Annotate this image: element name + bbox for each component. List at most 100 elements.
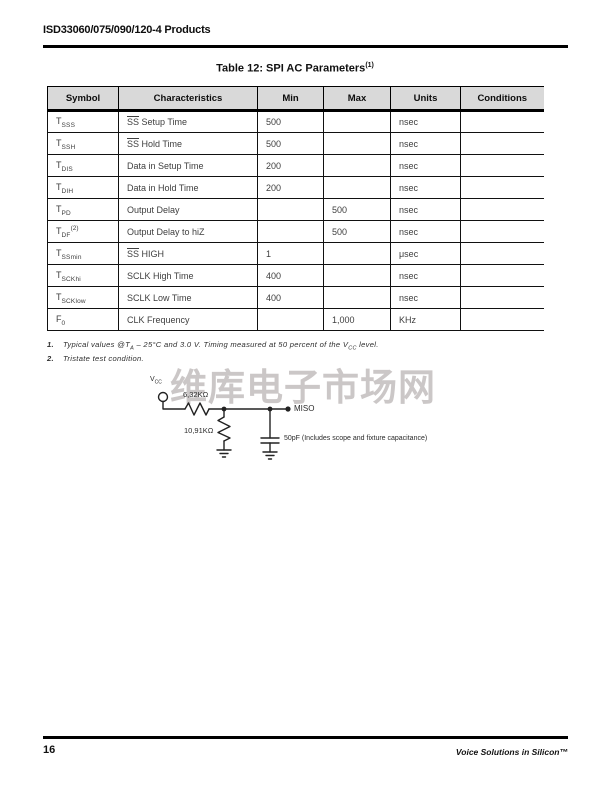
miso-node-dot — [285, 406, 291, 412]
conditions-cell — [460, 264, 544, 287]
header-rule — [43, 45, 568, 48]
footer-brand-text: Voice Solutions in Silicon™ — [455, 747, 568, 757]
max-cell — [323, 176, 391, 199]
units-cell: nsec — [390, 220, 461, 243]
table-row: TSSS SS Setup Time 500 nsec — [47, 110, 544, 133]
wire — [162, 400, 186, 410]
min-cell: 1 — [257, 242, 324, 265]
max-cell — [323, 132, 391, 155]
table-row: TSCKlow SCLK Low Time 400 nsec — [47, 286, 544, 309]
units-cell: KHz — [390, 308, 461, 331]
characteristics-cell: CLK Frequency — [118, 308, 258, 331]
min-cell: 200 — [257, 154, 324, 177]
table-title: Table 12: SPI AC Parameters(1) — [47, 62, 543, 75]
page-title: ISD33060/075/090/120-4 Products — [43, 24, 211, 36]
min-cell — [257, 220, 324, 243]
units-cell: nsec — [390, 264, 461, 287]
symbol-cell: F0 — [47, 308, 119, 331]
max-cell — [323, 264, 391, 287]
conditions-cell — [460, 286, 544, 309]
min-cell: 400 — [257, 264, 324, 287]
watermark-text: 维库电子市场网 — [170, 367, 436, 408]
symbol-cell: TSSH — [47, 132, 119, 155]
characteristics-cell: Data in Hold Time — [118, 176, 258, 199]
characteristics-cell: SCLK Low Time — [118, 286, 258, 309]
col-header-symbol: Symbol — [47, 86, 119, 112]
col-header-max: Max — [323, 86, 391, 112]
max-cell — [323, 242, 391, 265]
characteristics-cell: Output Delay to hiZ — [118, 220, 258, 243]
max-cell — [323, 154, 391, 177]
table-row: TDF(2) Output Delay to hiZ 500 nsec — [47, 220, 544, 243]
footnote-number: 2. — [47, 354, 54, 363]
symbol-cell: TSSmin — [47, 242, 119, 265]
symbol-cell: TSCKlow — [47, 286, 119, 309]
units-cell: nsec — [390, 198, 461, 221]
resistor-symbol — [217, 416, 231, 442]
table-header-row: Symbol Characteristics Min Max Units Con… — [47, 86, 544, 112]
min-cell — [257, 308, 324, 331]
footnote-2: 2. Tristate test condition. — [47, 354, 144, 363]
conditions-cell — [460, 220, 544, 243]
conditions-cell — [460, 242, 544, 265]
table-title-footnote-ref: (1) — [365, 62, 374, 69]
spi-test-circuit-diagram — [157, 391, 291, 460]
col-header-characteristics: Characteristics — [118, 86, 258, 112]
resistor-symbol — [184, 402, 210, 416]
table-row: TDIH Data in Hold Time 200 nsec — [47, 176, 544, 199]
col-header-conditions: Conditions — [460, 86, 544, 112]
units-cell: nsec — [390, 132, 461, 155]
page-number: 16 — [43, 744, 56, 756]
ground-symbol — [262, 451, 278, 460]
min-cell: 500 — [257, 110, 324, 133]
conditions-cell — [460, 176, 544, 199]
vcc-terminal-icon — [157, 391, 169, 403]
spi-ac-parameters-table: Symbol Characteristics Min Max Units Con… — [47, 86, 544, 331]
conditions-cell — [460, 154, 544, 177]
table-title-text: Table 12: SPI AC Parameters — [216, 62, 366, 75]
conditions-cell — [460, 198, 544, 221]
table-row: F0 CLK Frequency 1,000 KHz — [47, 308, 544, 331]
resistor-1-value-label: 6,32KΩ — [183, 390, 209, 399]
conditions-cell — [460, 110, 544, 133]
max-cell: 500 — [323, 198, 391, 221]
max-cell — [323, 286, 391, 309]
characteristics-cell: SCLK High Time — [118, 264, 258, 287]
table-row: TDIS Data in Setup Time 200 nsec — [47, 154, 544, 177]
characteristics-cell: SS Setup Time — [118, 110, 258, 133]
characteristics-cell: SS HIGH — [118, 242, 258, 265]
col-header-min: Min — [257, 86, 324, 112]
table-row: TPD Output Delay 500 nsec — [47, 198, 544, 221]
units-cell: nsec — [390, 154, 461, 177]
units-cell: nsec — [390, 176, 461, 199]
min-cell: 500 — [257, 132, 324, 155]
max-cell: 500 — [323, 220, 391, 243]
table-row: TSSmin SS HIGH 1 μsec — [47, 242, 544, 265]
symbol-cell: TDIH — [47, 176, 119, 199]
units-cell: nsec — [390, 286, 461, 309]
min-cell — [257, 198, 324, 221]
symbol-cell: TPD — [47, 198, 119, 221]
max-cell — [323, 110, 391, 133]
symbol-cell: TSSS — [47, 110, 119, 133]
min-cell: 400 — [257, 286, 324, 309]
units-cell: nsec — [390, 110, 461, 133]
table-row: TSSH SS Hold Time 500 nsec — [47, 132, 544, 155]
footer-rule — [43, 736, 568, 739]
max-cell: 1,000 — [323, 308, 391, 331]
conditions-cell — [460, 308, 544, 331]
characteristics-cell: SS Hold Time — [118, 132, 258, 155]
footnote-1: 1. Typical values @TA – 25°C and 3.0 V. T… — [47, 340, 379, 352]
junction-dot — [267, 406, 273, 412]
table-row: TSCKhi SCLK High Time 400 nsec — [47, 264, 544, 287]
col-header-units: Units — [390, 86, 461, 112]
symbol-cell: TSCKhi — [47, 264, 119, 287]
symbol-cell: TDF(2) — [47, 220, 119, 243]
capacitor-value-label: 50pF (Includes scope and fixture capacit… — [284, 435, 428, 442]
capacitor-symbol — [260, 437, 280, 444]
junction-dot — [221, 406, 227, 412]
resistor-2-value-label: 10,91KΩ — [184, 426, 214, 435]
characteristics-cell: Data in Setup Time — [118, 154, 258, 177]
min-cell: 200 — [257, 176, 324, 199]
